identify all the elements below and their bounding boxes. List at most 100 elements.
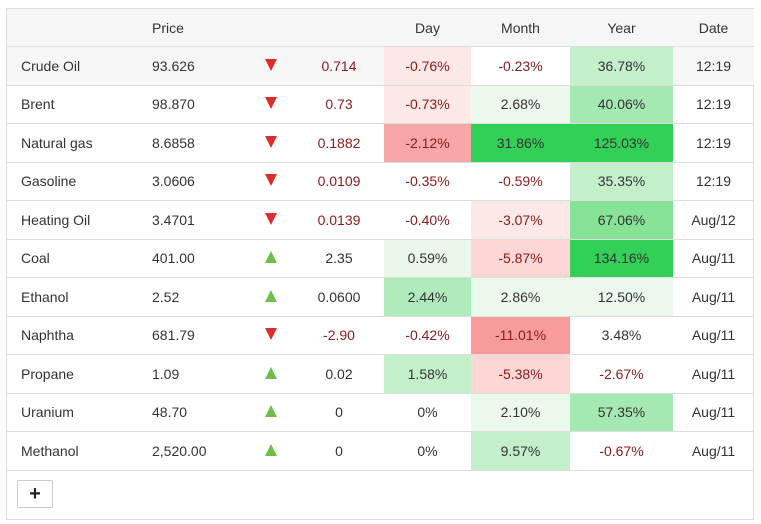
price-cell: 93.626 <box>145 46 247 86</box>
month-change-cell: -3.07% <box>471 200 570 240</box>
year-change-cell: 35.35% <box>570 162 673 201</box>
table-row[interactable]: Uranium 48.70 0 0% 2.10% 57.35% Aug/11 <box>7 393 754 432</box>
date-cell: Aug/11 <box>673 354 754 394</box>
table-row[interactable]: Gasoline 3.0606 0.0109 -0.35% -0.59% 35.35% 12… <box>7 162 754 201</box>
arrow-up-icon <box>264 443 277 456</box>
date-cell: 12:19 <box>673 123 754 163</box>
arrow-up-icon <box>264 289 277 302</box>
price-cell: 3.0606 <box>145 162 247 201</box>
header-month[interactable]: Month <box>471 9 570 47</box>
date-cell: 12:19 <box>673 162 754 201</box>
header-change <box>294 9 384 47</box>
month-change-cell: 2.68% <box>471 85 570 124</box>
day-change-cell: -0.76% <box>384 46 471 86</box>
date-cell: Aug/11 <box>673 239 754 278</box>
table-row[interactable]: Brent 98.870 0.73 -0.73% 2.68% 40.06% 12:19 <box>7 85 754 124</box>
commodity-name-link[interactable]: Ethanol <box>7 277 145 317</box>
change-cell: 2.35 <box>294 239 384 278</box>
table-row[interactable]: Heating Oil 3.4701 0.0139 -0.40% -3.07% 67.06… <box>7 200 754 240</box>
table-row[interactable]: Ethanol 2.52 0.0600 2.44% 2.86% 12.50% Aug/11 <box>7 277 754 317</box>
header-arrow <box>247 9 294 47</box>
year-change-cell: 125.03% <box>570 123 673 163</box>
arrow-down-icon <box>264 97 277 110</box>
header-date[interactable]: Date <box>673 9 754 47</box>
day-change-cell: 0% <box>384 393 471 432</box>
month-change-cell: 2.86% <box>471 277 570 317</box>
table-row[interactable]: Crude Oil 93.626 0.714 -0.76% -0.23% 36.78% 12… <box>7 46 754 86</box>
day-change-cell: 0.59% <box>384 239 471 278</box>
change-cell: 0 <box>294 431 384 471</box>
day-change-cell: 1.58% <box>384 354 471 394</box>
arrow-down-icon <box>264 328 277 341</box>
price-cell: 98.870 <box>145 85 247 124</box>
commodity-name-link[interactable]: Uranium <box>7 393 145 432</box>
arrow-down-icon <box>264 135 277 148</box>
change-cell: 0.73 <box>294 85 384 124</box>
year-change-cell: -0.67% <box>570 431 673 471</box>
header-price[interactable]: Price <box>145 9 247 47</box>
year-change-cell: 36.78% <box>570 46 673 86</box>
change-cell: 0.1882 <box>294 123 384 163</box>
commodity-name-link[interactable]: Propane <box>7 354 145 394</box>
year-change-cell: 40.06% <box>570 85 673 124</box>
header-row: Price Day Month Year Date <box>7 9 754 47</box>
change-cell: 0 <box>294 393 384 432</box>
year-change-cell: 67.06% <box>570 200 673 240</box>
commodity-name-link[interactable]: Brent <box>7 85 145 124</box>
price-cell: 1.09 <box>145 354 247 394</box>
change-cell: 0.02 <box>294 354 384 394</box>
arrow-down-icon <box>264 58 277 71</box>
table-row[interactable]: Methanol 2,520.00 0 0% 9.57% -0.67% Aug/11 <box>7 431 754 471</box>
month-change-cell: 9.57% <box>471 431 570 471</box>
change-cell: 0.0139 <box>294 200 384 240</box>
month-change-cell: -5.38% <box>471 354 570 394</box>
commodity-name-link[interactable]: Naphtha <box>7 316 145 355</box>
arrow-down-icon <box>264 174 277 187</box>
month-change-cell: 2.10% <box>471 393 570 432</box>
change-cell: 0.714 <box>294 46 384 86</box>
commodity-name-link[interactable]: Gasoline <box>7 162 145 201</box>
commodity-name-link[interactable]: Natural gas <box>7 123 145 163</box>
table-row[interactable]: Natural gas 8.6858 0.1882 -2.12% 31.86% 125.0… <box>7 123 754 163</box>
direction-cell <box>247 393 294 432</box>
commodity-name-link[interactable]: Crude Oil <box>7 46 145 86</box>
year-change-cell: 57.35% <box>570 393 673 432</box>
commodity-name-link[interactable]: Heating Oil <box>7 200 145 240</box>
table-row[interactable]: Coal 401.00 2.35 0.59% -5.87% 134.16% Aug/11 <box>7 239 754 278</box>
commodity-name-link[interactable]: Methanol <box>7 431 145 471</box>
price-cell: 8.6858 <box>145 123 247 163</box>
price-cell: 2.52 <box>145 277 247 317</box>
day-change-cell: -0.35% <box>384 162 471 201</box>
change-cell: 0.0600 <box>294 277 384 317</box>
header-name <box>7 9 145 47</box>
header-day[interactable]: Day <box>384 9 471 47</box>
header-year[interactable]: Year <box>570 9 673 47</box>
direction-cell <box>247 85 294 124</box>
arrow-up-icon <box>264 251 277 264</box>
date-cell: 12:19 <box>673 85 754 124</box>
month-change-cell: -11.01% <box>471 316 570 355</box>
arrow-down-icon <box>264 212 277 225</box>
table-row[interactable]: Propane 1.09 0.02 1.58% -5.38% -2.67% Aug/11 <box>7 354 754 394</box>
price-cell: 3.4701 <box>145 200 247 240</box>
day-change-cell: 2.44% <box>384 277 471 317</box>
date-cell: Aug/11 <box>673 316 754 355</box>
day-change-cell: -0.73% <box>384 85 471 124</box>
add-button[interactable]: + <box>17 480 53 508</box>
date-cell: Aug/12 <box>673 200 754 240</box>
price-cell: 401.00 <box>145 239 247 278</box>
commodity-name-link[interactable]: Coal <box>7 239 145 278</box>
direction-cell <box>247 431 294 471</box>
day-change-cell: -0.40% <box>384 200 471 240</box>
date-cell: Aug/11 <box>673 431 754 471</box>
day-change-cell: -0.42% <box>384 316 471 355</box>
month-change-cell: 31.86% <box>471 123 570 163</box>
year-change-cell: 134.16% <box>570 239 673 278</box>
direction-cell <box>247 277 294 317</box>
date-cell: 12:19 <box>673 46 754 86</box>
price-cell: 48.70 <box>145 393 247 432</box>
month-change-cell: -0.23% <box>471 46 570 86</box>
table-row[interactable]: Naphtha 681.79 -2.90 -0.42% -11.01% 3.48% Aug/… <box>7 316 754 355</box>
year-change-cell: 3.48% <box>570 316 673 355</box>
direction-cell <box>247 200 294 240</box>
